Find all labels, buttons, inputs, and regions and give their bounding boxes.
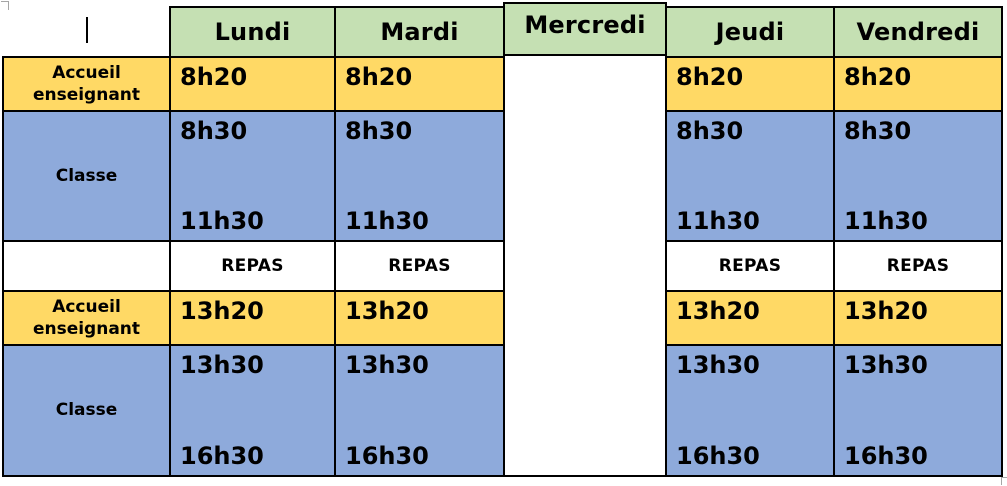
cell-jeudi-accueil-pm[interactable]: 13h20: [665, 290, 835, 346]
cell-vendredi-classe-am-end: 11h30: [844, 206, 928, 235]
text-cursor-caret: [86, 17, 88, 43]
cell-lundi-accueil-am-time: 8h20: [180, 63, 248, 91]
cell-jeudi-classe-pm[interactable]: 13h30 16h30: [665, 344, 835, 477]
cell-lundi-classe-am[interactable]: 8h30 11h30: [169, 110, 336, 242]
cell-vendredi-classe-pm[interactable]: 13h30 16h30: [833, 344, 1003, 477]
cell-jeudi-accueil-pm-time: 13h20: [676, 297, 760, 325]
cell-jeudi-classe-pm-start: 13h30: [676, 351, 760, 379]
table-corner-handle-bottomright[interactable]: [1001, 477, 1007, 485]
row-label-classe-pm-text: Classe: [55, 400, 118, 421]
cell-jeudi-classe-am[interactable]: 8h30 11h30: [665, 110, 835, 242]
cell-vendredi-repas-text: REPAS: [886, 256, 950, 276]
row-label-accueil-pm-text: Accueil enseignant: [32, 296, 141, 339]
cell-mardi-repas-text: REPAS: [388, 256, 451, 276]
day-header-lundi[interactable]: Lundi: [169, 6, 336, 58]
row-label-repas[interactable]: [2, 240, 171, 292]
day-header-mardi[interactable]: Mardi: [334, 6, 505, 58]
cell-mardi-repas[interactable]: REPAS: [334, 240, 505, 292]
cell-lundi-repas-text: REPAS: [221, 256, 284, 276]
cell-lundi-classe-am-start: 8h30: [180, 117, 248, 145]
cell-vendredi-repas[interactable]: REPAS: [833, 240, 1003, 292]
cell-vendredi-accueil-pm[interactable]: 13h20: [833, 290, 1003, 346]
row-label-accueil-pm[interactable]: Accueil enseignant: [2, 290, 171, 346]
day-header-mercredi[interactable]: Mercredi: [503, 2, 667, 56]
cell-mardi-accueil-am[interactable]: 8h20: [334, 56, 505, 112]
cell-vendredi-accueil-pm-time: 13h20: [844, 297, 928, 325]
cell-mardi-accueil-pm-time: 13h20: [345, 297, 429, 325]
cell-lundi-accueil-pm[interactable]: 13h20: [169, 290, 336, 346]
cell-jeudi-classe-am-start: 8h30: [676, 117, 744, 145]
cell-lundi-classe-am-end: 11h30: [180, 206, 264, 235]
cell-lundi-repas[interactable]: REPAS: [169, 240, 336, 292]
row-label-classe-am-text: Classe: [55, 165, 118, 186]
cell-mardi-accueil-am-time: 8h20: [345, 63, 413, 91]
row-label-classe-am[interactable]: Classe: [2, 110, 171, 242]
corner-cell[interactable]: [2, 0, 169, 56]
cell-jeudi-classe-pm-end: 16h30: [676, 441, 760, 470]
table-corner-handle-topleft: [1, 1, 9, 10]
row-label-accueil-am-text: Accueil enseignant: [32, 62, 141, 105]
row-label-accueil-am[interactable]: Accueil enseignant: [2, 56, 171, 112]
day-header-mercredi-label: Mercredi: [524, 11, 646, 39]
cell-vendredi-classe-am[interactable]: 8h30 11h30: [833, 110, 1003, 242]
cell-vendredi-classe-pm-start: 13h30: [844, 351, 928, 379]
day-header-jeudi-label: Jeudi: [715, 18, 785, 46]
cell-mardi-classe-pm[interactable]: 13h30 16h30: [334, 344, 505, 477]
cell-lundi-accueil-pm-time: 13h20: [180, 297, 264, 325]
cell-mardi-classe-pm-start: 13h30: [345, 351, 429, 379]
day-header-vendredi-label: Vendredi: [856, 18, 980, 46]
row-label-classe-pm[interactable]: Classe: [2, 344, 171, 477]
cell-mardi-classe-am[interactable]: 8h30 11h30: [334, 110, 505, 242]
day-header-mardi-label: Mardi: [380, 18, 459, 46]
cell-lundi-classe-pm[interactable]: 13h30 16h30: [169, 344, 336, 477]
cell-lundi-classe-pm-end: 16h30: [180, 441, 264, 470]
cell-jeudi-repas[interactable]: REPAS: [665, 240, 835, 292]
cell-lundi-classe-pm-start: 13h30: [180, 351, 264, 379]
cell-lundi-accueil-am[interactable]: 8h20: [169, 56, 336, 112]
day-header-lundi-label: Lundi: [214, 18, 291, 46]
cell-vendredi-accueil-am[interactable]: 8h20: [833, 56, 1003, 112]
cell-jeudi-accueil-am[interactable]: 8h20: [665, 56, 835, 112]
cell-vendredi-classe-am-start: 8h30: [844, 117, 912, 145]
cell-vendredi-classe-pm-end: 16h30: [844, 441, 928, 470]
cell-jeudi-classe-am-end: 11h30: [676, 206, 760, 235]
cell-mardi-classe-am-end: 11h30: [345, 206, 429, 235]
day-header-jeudi[interactable]: Jeudi: [665, 6, 835, 58]
cell-vendredi-accueil-am-time: 8h20: [844, 63, 912, 91]
cell-mardi-accueil-pm[interactable]: 13h20: [334, 290, 505, 346]
cell-mardi-classe-am-start: 8h30: [345, 117, 413, 145]
cell-jeudi-accueil-am-time: 8h20: [676, 63, 744, 91]
day-header-vendredi[interactable]: Vendredi: [833, 6, 1003, 58]
cell-mercredi-empty[interactable]: [503, 54, 667, 477]
cell-jeudi-repas-text: REPAS: [718, 256, 782, 276]
cell-mardi-classe-pm-end: 16h30: [345, 441, 429, 470]
